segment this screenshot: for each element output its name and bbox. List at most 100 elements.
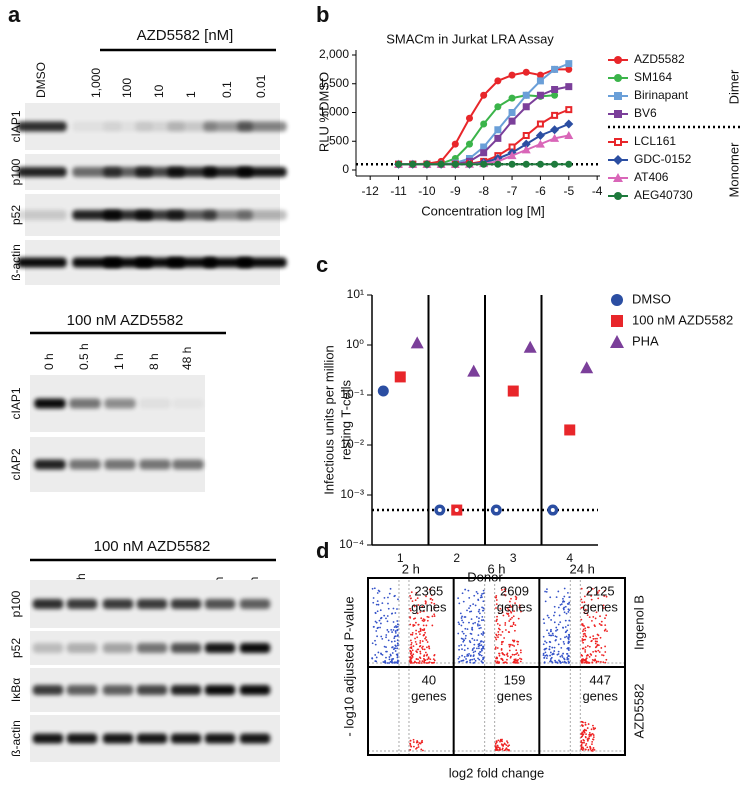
blot-title: 100 nM AZD5582 [67,312,184,329]
volcano-dot [412,625,415,627]
volcano-dot [481,658,484,661]
volcano-dot [391,631,394,633]
volcano-dot [476,592,479,595]
volcano-dot [566,656,569,659]
volcano-dot [598,622,601,625]
volcano-dot [580,744,583,747]
volcano-dot [420,741,423,744]
volcano-dot [410,633,412,636]
volcano-dot [469,655,472,657]
volcano-dot [410,745,413,748]
volcano-dot [462,600,465,603]
volcano-dot [592,738,595,741]
marker [614,56,622,64]
volcano-dot [542,643,545,646]
volcano-dot [481,609,484,612]
volcano-dot [460,644,463,646]
volcano-dot [420,748,423,751]
volcano-dot [506,653,508,656]
volcano-dot [549,659,552,662]
legend-label: GDC-0152 [634,152,692,166]
lane-label: 100 [120,78,134,98]
volcano-dot [588,655,591,658]
volcano-dot [418,645,421,648]
volcano-dot [388,658,391,661]
volcano-dot [567,654,570,657]
volcano-dot [415,629,417,632]
volcano-dot [595,661,598,664]
volcano-dot [433,613,436,616]
volcano-dot [501,641,503,644]
marker [613,173,623,182]
volcano-dot [549,651,552,654]
volcano-dot [481,649,483,652]
volcano-dot [516,652,519,654]
volcano-dot [396,653,399,656]
lane-label: 10 [152,84,166,98]
volcano-dot [498,652,500,655]
volcano-dot [472,603,475,606]
volcano-dot [553,611,556,614]
volcano-dot [497,633,500,636]
volcano-dot [460,637,463,640]
volcano-dot [419,627,422,630]
volcano-dot [433,659,436,662]
volcano-dot [431,615,434,618]
volcano-dot [598,651,601,653]
volcano-dot [419,640,422,642]
volcano-dot [498,624,501,627]
y-tick-label: 10⁻³ [340,487,364,501]
volcano-dot [595,650,598,653]
volcano-dot [545,590,548,593]
volcano-dot [422,618,425,621]
blot-title: AZD5582 [nM] [137,27,234,44]
volcano-dot [385,634,388,636]
volcano-dot [420,617,423,620]
volcano-dot [396,623,399,626]
volcano-dot [477,634,480,637]
volcano-dot [463,649,466,651]
volcano-dot [477,610,480,613]
volcano-dot [380,653,383,655]
volcano-dot [599,661,602,663]
volcano-dot [513,610,516,613]
volcano-dot [582,635,585,638]
y-tick-label: 1,000 [319,105,349,119]
volcano-dot [544,640,546,643]
volcano-dot [503,749,506,752]
volcano-dot [476,647,478,650]
volcano-dot [409,658,412,661]
volcano-dot [496,622,499,625]
volcano-dot [601,654,603,656]
volcano-dot [409,744,412,746]
volcano-dot [580,587,583,590]
volcano-dot [583,601,586,604]
volcano-dot [592,724,594,727]
band [239,643,271,653]
volcano-dot [480,619,483,622]
volcano-dot [580,736,583,739]
volcano-dot [588,645,591,648]
volcano-dot [415,621,417,624]
volcano-dot [375,656,378,659]
volcano-dot [591,750,594,752]
row-label: AZD5582 [631,684,646,739]
volcano-dot [600,624,602,626]
volcano-dot [414,640,417,643]
panel-label: b [316,2,329,27]
volcano-dot [411,632,414,634]
marker [614,192,622,200]
volcano-dot [415,643,418,646]
volcano-dot [376,592,379,594]
volcano-dot [586,727,589,729]
volcano-dot [588,737,590,740]
volcano-dot [376,610,379,613]
marker [521,145,531,154]
lane-label: 1 h [112,353,126,370]
band [69,398,101,409]
volcano-dot [418,662,421,664]
volcano-dot [567,658,570,660]
volcano-dot [409,662,412,664]
volcano-dot [481,596,483,598]
volcano-dot [425,662,428,664]
